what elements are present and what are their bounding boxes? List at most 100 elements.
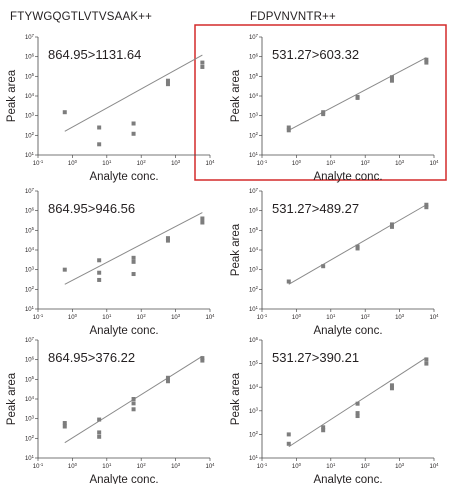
transition-label: 531.27>390.21 [272, 350, 359, 365]
y-tick-label: 106 [25, 52, 35, 60]
transition-label: 864.95>1131.64 [48, 47, 141, 62]
column-title-1: FTYWGQGTLVTVSAAK++ [10, 11, 152, 23]
y-tick-label: 102 [25, 285, 35, 293]
y-tick-label: 102 [25, 131, 35, 139]
y-tick-label: 105 [25, 375, 35, 383]
highlight-box [194, 24, 447, 181]
x-tick-label: 100 [68, 462, 78, 470]
y-tick-label: 106 [25, 206, 35, 214]
x-tick-label: 101 [326, 159, 336, 167]
data-point [97, 258, 102, 263]
data-point [200, 60, 205, 65]
data-point [286, 279, 291, 284]
data-point [165, 236, 170, 241]
x-tick-label: 102 [361, 313, 371, 321]
x-tick-label: 104 [205, 313, 215, 321]
data-point [424, 57, 429, 62]
data-point [355, 95, 360, 100]
column-title-2: FDPVNVNTR++ [250, 11, 336, 23]
x-tick-label: 100 [68, 159, 78, 167]
y-tick-label: 101 [25, 454, 35, 462]
x-tick-label: 101 [102, 462, 112, 470]
y-tick-label: 107 [25, 33, 35, 41]
y-tick-label: 106 [249, 52, 259, 60]
x-tick-label: 104 [429, 159, 439, 167]
data-point [321, 264, 326, 269]
data-point [200, 356, 205, 361]
y-tick-label: 103 [25, 265, 35, 273]
data-point [131, 131, 136, 136]
y-tick-label: 104 [249, 92, 259, 100]
x-axis-title: Analyte conc. [89, 171, 158, 183]
data-point [424, 357, 429, 362]
chart-panel-4: 10-1 100 101 102 103 104 101 102 103 104 105 106 107… [230, 187, 439, 337]
data-point [200, 220, 205, 225]
y-tick-label: 103 [25, 414, 35, 422]
x-tick-label: 102 [361, 462, 371, 470]
y-tick-label: 106 [25, 355, 35, 363]
x-tick-label: 103 [395, 313, 405, 321]
y-tick-label: 104 [25, 395, 35, 403]
chart-panel-2: 10-1 100 101 102 103 104 101 102 103 104 105 106 107… [230, 33, 439, 183]
y-tick-label: 105 [249, 226, 259, 234]
x-tick-label: 10-1 [257, 462, 268, 470]
data-point [165, 238, 170, 243]
data-point [62, 110, 67, 115]
x-tick-label: 10-1 [257, 159, 268, 167]
fit-line [64, 212, 203, 285]
transition-label: 531.27>489.27 [272, 201, 359, 216]
x-tick-label: 104 [205, 159, 215, 167]
data-point [389, 222, 394, 227]
data-point [97, 417, 102, 422]
x-tick-label: 10-1 [33, 159, 44, 167]
chart-panel-6: 10-1 100 101 102 103 104 101 102 103 104 105 106 531… [230, 336, 439, 484]
x-tick-label: 10-1 [33, 313, 44, 321]
x-axis-title: Analyte conc. [313, 325, 382, 337]
x-tick-label: 101 [102, 313, 112, 321]
x-tick-label: 100 [292, 462, 302, 470]
x-tick-label: 103 [395, 462, 405, 470]
y-tick-label: 101 [25, 151, 35, 159]
data-point [424, 60, 429, 65]
data-point [97, 125, 102, 130]
x-tick-label: 102 [137, 313, 147, 321]
y-tick-label: 107 [249, 33, 259, 41]
y-axis-title: Peak area [230, 372, 242, 425]
data-point [286, 125, 291, 130]
data-point [424, 205, 429, 210]
data-point [389, 224, 394, 229]
x-tick-label: 100 [68, 313, 78, 321]
data-point [389, 78, 394, 83]
x-tick-label: 102 [137, 462, 147, 470]
data-point [321, 428, 326, 433]
y-axis-title: Peak area [6, 372, 18, 425]
y-tick-label: 102 [25, 434, 35, 442]
data-point [97, 270, 102, 275]
x-tick-label: 103 [171, 313, 181, 321]
x-tick-label: 101 [102, 159, 112, 167]
data-point [62, 267, 67, 272]
transition-label: 864.95>376.22 [48, 350, 135, 365]
data-point [355, 246, 360, 251]
x-tick-label: 104 [429, 313, 439, 321]
y-tick-label: 105 [249, 72, 259, 80]
y-tick-label: 107 [249, 187, 259, 195]
x-tick-label: 102 [361, 159, 371, 167]
data-point [131, 255, 136, 260]
data-point [424, 361, 429, 366]
data-point [389, 75, 394, 80]
y-tick-label: 105 [25, 226, 35, 234]
data-point [165, 379, 170, 384]
data-point [321, 112, 326, 117]
y-axis-title: Peak area [230, 223, 242, 276]
y-tick-label: 104 [249, 246, 259, 254]
y-tick-label: 105 [249, 359, 259, 367]
x-tick-label: 10-1 [257, 313, 268, 321]
y-tick-label: 102 [249, 285, 259, 293]
data-point [97, 434, 102, 439]
x-tick-label: 103 [395, 159, 405, 167]
x-tick-label: 104 [205, 462, 215, 470]
x-tick-label: 10-1 [33, 462, 44, 470]
y-axis-title: Peak area [230, 69, 242, 122]
